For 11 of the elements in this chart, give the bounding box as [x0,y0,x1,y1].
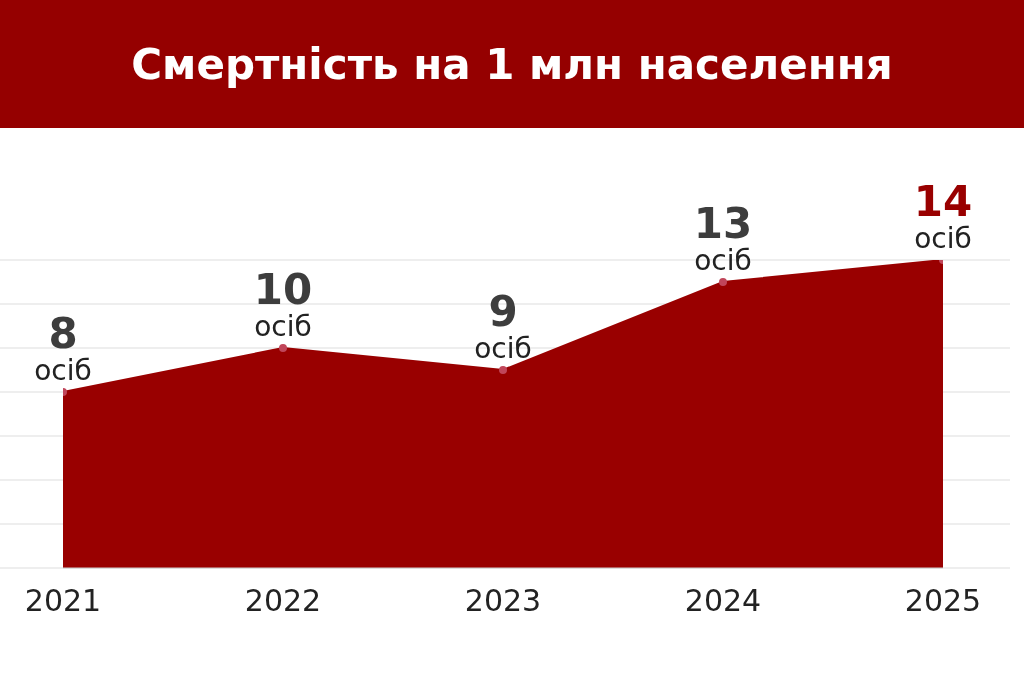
x-tick-label: 2024 [684,583,762,619]
data-label: 9 осіб [474,287,532,365]
x-tick-label: 2021 [24,583,102,619]
data-label: 10 осіб [253,265,313,343]
x-tick-label: 2022 [244,583,322,619]
data-label: 13 осіб [693,199,753,277]
data-label: 8 осіб [34,309,92,387]
chart-title: Смертність на 1 млн населення [0,0,1024,128]
x-tick-label: 2023 [464,583,542,619]
data-label: 14 осіб [913,177,973,255]
x-tick-label: 2025 [904,583,982,619]
